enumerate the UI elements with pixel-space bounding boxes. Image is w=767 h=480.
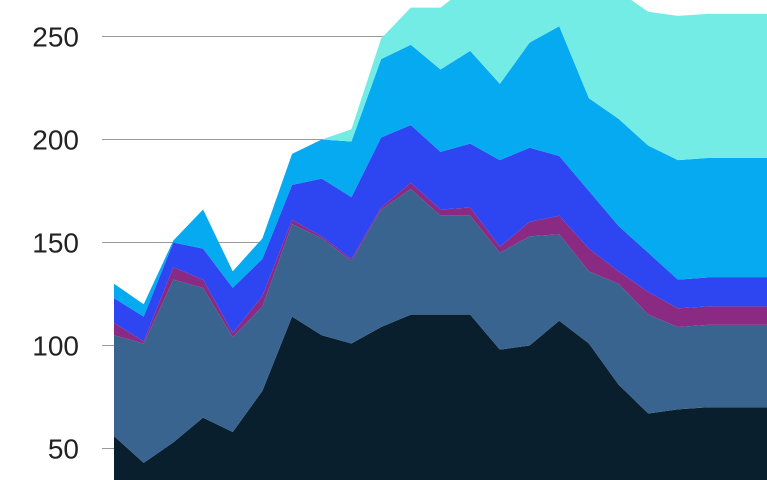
area-series-4 <box>114 125 767 342</box>
y-tick-label-100: 100 <box>32 331 79 362</box>
area-series-3 <box>114 182 767 344</box>
area-series-5 <box>114 26 767 317</box>
area-series-group <box>114 0 767 480</box>
area-series-1 <box>114 314 767 480</box>
y-tick-label-50: 50 <box>48 434 79 465</box>
y-axis-tick-labels: 50 100 150 200 250 <box>32 22 79 465</box>
y-tick-label-200: 200 <box>32 125 79 156</box>
y-tick-label-150: 150 <box>32 228 79 259</box>
area-series-6 <box>114 0 767 305</box>
area-series-2 <box>114 188 767 463</box>
y-tick-label-250: 250 <box>32 22 79 53</box>
